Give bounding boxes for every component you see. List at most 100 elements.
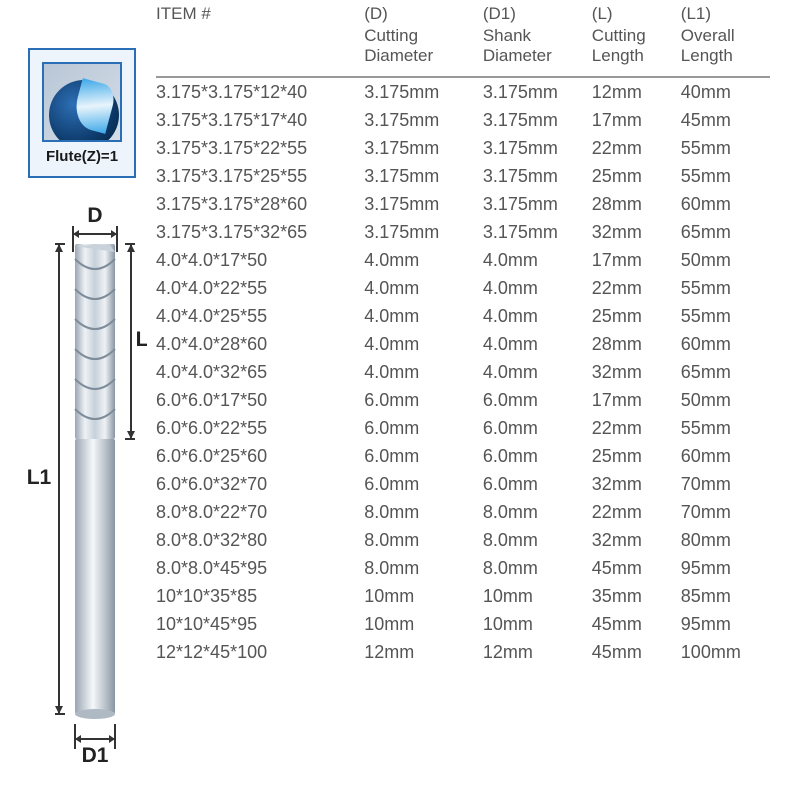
cell-value: 25mm (592, 302, 681, 330)
table-row: 6.0*6.0*25*606.0mm6.0mm25mm60mm (156, 442, 770, 470)
cell-value: 3.175mm (483, 218, 592, 246)
dim-d-label: D (87, 204, 102, 227)
table-row: 3.175*3.175*12*403.175mm3.175mm12mm40mm (156, 77, 770, 106)
cell-value: 28mm (592, 330, 681, 358)
cell-item: 4.0*4.0*32*65 (156, 358, 364, 386)
cell-value: 4.0mm (483, 246, 592, 274)
cell-value: 4.0mm (364, 274, 483, 302)
cell-value: 22mm (592, 414, 681, 442)
cell-value: 25mm (592, 162, 681, 190)
cell-value: 8.0mm (364, 526, 483, 554)
cell-item: 6.0*6.0*25*60 (156, 442, 364, 470)
flute-label: Flute(Z)=1 (46, 148, 118, 165)
cell-value: 32mm (592, 526, 681, 554)
cell-value: 4.0mm (364, 246, 483, 274)
cell-value: 50mm (681, 386, 770, 414)
cell-item: 10*10*35*85 (156, 582, 364, 610)
cell-value: 55mm (681, 134, 770, 162)
cell-item: 6.0*6.0*17*50 (156, 386, 364, 414)
cell-value: 3.175mm (483, 162, 592, 190)
cell-value: 22mm (592, 274, 681, 302)
table-row: 3.175*3.175*32*653.175mm3.175mm32mm65mm (156, 218, 770, 246)
col-name: CuttingDiameter (364, 26, 477, 66)
cell-item: 6.0*6.0*22*55 (156, 414, 364, 442)
cell-value: 17mm (592, 386, 681, 414)
cell-value: 55mm (681, 274, 770, 302)
table-row: 4.0*4.0*32*654.0mm4.0mm32mm65mm (156, 358, 770, 386)
table-row: 4.0*4.0*25*554.0mm4.0mm25mm55mm (156, 302, 770, 330)
cell-value: 4.0mm (364, 302, 483, 330)
cell-item: 10*10*45*95 (156, 610, 364, 638)
cell-value: 10mm (483, 610, 592, 638)
table-row: 4.0*4.0*17*504.0mm4.0mm17mm50mm (156, 246, 770, 274)
cell-value: 55mm (681, 302, 770, 330)
cell-value: 28mm (592, 190, 681, 218)
col-symbol: (L1) (681, 4, 764, 24)
col-symbol: (L) (592, 4, 675, 24)
cell-value: 4.0mm (364, 358, 483, 386)
col-header: (D)CuttingDiameter (364, 0, 483, 77)
cell-value: 55mm (681, 162, 770, 190)
cell-value: 65mm (681, 218, 770, 246)
cell-value: 45mm (592, 610, 681, 638)
cell-value: 3.175mm (483, 77, 592, 106)
cell-item: 4.0*4.0*17*50 (156, 246, 364, 274)
col-header: (L1)OverallLength (681, 0, 770, 77)
col-name: ShankDiameter (483, 26, 586, 66)
dim-l1-label: L1 (27, 466, 52, 489)
cell-value: 4.0mm (483, 302, 592, 330)
cell-value: 8.0mm (483, 554, 592, 582)
cell-value: 10mm (483, 582, 592, 610)
cell-item: 3.175*3.175*17*40 (156, 106, 364, 134)
dim-l-label: L (136, 328, 147, 351)
cell-value: 3.175mm (364, 218, 483, 246)
cell-value: 70mm (681, 498, 770, 526)
col-name: CuttingLength (592, 26, 675, 66)
table-row: 6.0*6.0*17*506.0mm6.0mm17mm50mm (156, 386, 770, 414)
table-row: 8.0*8.0*32*808.0mm8.0mm32mm80mm (156, 526, 770, 554)
table-body: 3.175*3.175*12*403.175mm3.175mm12mm40mm3… (156, 77, 770, 666)
cell-value: 6.0mm (364, 414, 483, 442)
table-row: 3.175*3.175*22*553.175mm3.175mm22mm55mm (156, 134, 770, 162)
table-row: 10*10*35*8510mm10mm35mm85mm (156, 582, 770, 610)
cell-value: 6.0mm (483, 414, 592, 442)
table-row: 6.0*6.0*32*706.0mm6.0mm32mm70mm (156, 470, 770, 498)
cell-value: 100mm (681, 638, 770, 666)
cell-value: 3.175mm (364, 134, 483, 162)
cell-value: 12mm (483, 638, 592, 666)
cell-item: 12*12*45*100 (156, 638, 364, 666)
cell-value: 4.0mm (483, 358, 592, 386)
left-column: Flute(Z)=1 D (0, 0, 152, 800)
cell-item: 3.175*3.175*32*65 (156, 218, 364, 246)
cell-value: 95mm (681, 554, 770, 582)
cell-value: 60mm (681, 442, 770, 470)
table-row: 8.0*8.0*45*958.0mm8.0mm45mm95mm (156, 554, 770, 582)
cell-item: 6.0*6.0*32*70 (156, 470, 364, 498)
cell-value: 80mm (681, 526, 770, 554)
cell-value: 6.0mm (483, 470, 592, 498)
cell-value: 65mm (681, 358, 770, 386)
cell-value: 3.175mm (483, 190, 592, 218)
cell-value: 45mm (681, 106, 770, 134)
cell-value: 50mm (681, 246, 770, 274)
cell-value: 6.0mm (364, 470, 483, 498)
cell-value: 55mm (681, 414, 770, 442)
cell-value: 60mm (681, 330, 770, 358)
page-layout: Flute(Z)=1 D (0, 0, 800, 800)
cell-value: 32mm (592, 470, 681, 498)
table-row: 6.0*6.0*22*556.0mm6.0mm22mm55mm (156, 414, 770, 442)
cell-value: 10mm (364, 582, 483, 610)
right-column: ITEM #(D)CuttingDiameter(D1)ShankDiamete… (152, 0, 800, 800)
cell-item: 4.0*4.0*28*60 (156, 330, 364, 358)
table-row: 12*12*45*10012mm12mm45mm100mm (156, 638, 770, 666)
cell-item: 4.0*4.0*22*55 (156, 274, 364, 302)
cell-value: 12mm (592, 77, 681, 106)
cell-value: 3.175mm (364, 190, 483, 218)
table-row: 3.175*3.175*28*603.175mm3.175mm28mm60mm (156, 190, 770, 218)
table-row: 10*10*45*9510mm10mm45mm95mm (156, 610, 770, 638)
cell-value: 35mm (592, 582, 681, 610)
table-row: 4.0*4.0*28*604.0mm4.0mm28mm60mm (156, 330, 770, 358)
table-row: 3.175*3.175*25*553.175mm3.175mm25mm55mm (156, 162, 770, 190)
cell-value: 22mm (592, 498, 681, 526)
cell-value: 3.175mm (364, 77, 483, 106)
